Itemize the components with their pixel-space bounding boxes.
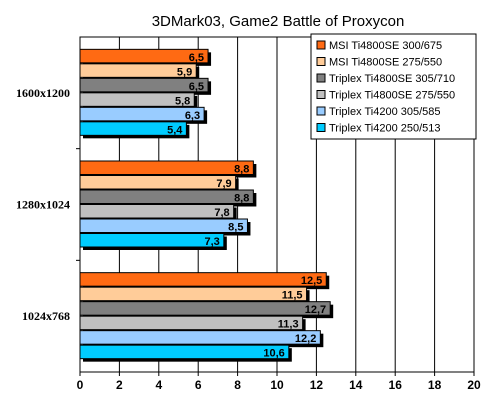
data-label: 5,4: [167, 124, 183, 136]
data-label: 11,5: [282, 290, 303, 302]
x-tick-label: 20: [467, 378, 481, 392]
x-tick-label: 16: [389, 378, 403, 392]
bar: [79, 175, 237, 190]
chart-title: 3DMark03, Game2 Battle of Proxycon: [152, 13, 405, 30]
x-tick-label: 12: [310, 378, 324, 392]
legend-label: Triplex Ti4800SE 275/550: [329, 90, 455, 102]
data-label: 7,8: [214, 207, 229, 219]
x-tick-label: 14: [349, 378, 363, 392]
category-label: 1024x768: [22, 309, 70, 323]
legend-swatch: [316, 57, 326, 66]
data-label: 8,8: [234, 164, 249, 176]
data-label: 12,2: [295, 333, 316, 345]
plot-border: [79, 36, 475, 373]
data-label: 6,5: [189, 81, 204, 93]
x-tick-label: 6: [195, 378, 202, 392]
bar: [79, 344, 290, 360]
bar: [79, 233, 225, 248]
legend-swatch: [316, 40, 326, 50]
legend-swatch: [316, 90, 326, 99]
data-label: 10,6: [263, 348, 284, 360]
legend: MSI Ti4800SE 300/675 MSI Ti4800SE 275/550…: [310, 33, 477, 140]
data-label: 11,3: [278, 319, 299, 331]
data-label: 6,5: [189, 52, 204, 64]
x-tick-label: 2: [116, 378, 123, 392]
data-label: 8,5: [228, 222, 243, 234]
data-label: 5,8: [175, 95, 190, 107]
legend-swatch: [316, 106, 326, 116]
legend-label: Triplex Ti4800SE 305/710: [329, 73, 455, 85]
bar: [79, 315, 304, 331]
legend-swatch: [316, 123, 326, 132]
bar: [79, 218, 248, 233]
data-label: 12,5: [301, 275, 322, 287]
bar: [79, 286, 308, 302]
x-tick-label: 0: [77, 378, 84, 392]
x-tick-label: 4: [155, 378, 162, 392]
bar: [79, 204, 235, 219]
data-label: 6,3: [185, 110, 200, 122]
legend-swatch: [316, 73, 326, 83]
data-label: 8,8: [234, 193, 249, 205]
legend-label: Triplex Ti4200 250/513: [329, 123, 441, 135]
category-label: 1600x1200: [16, 86, 70, 100]
legend-label: MSI Ti4800SE 275/550: [329, 57, 442, 69]
bar: [79, 272, 327, 287]
bar: [79, 160, 254, 175]
legend-label: Triplex Ti4200 305/585: [329, 106, 441, 118]
data-label: 7,9: [216, 178, 231, 190]
legend-label: MSI Ti4800SE 300/675: [329, 40, 442, 52]
x-tick-label: 10: [270, 378, 284, 392]
legend-box: [310, 33, 477, 140]
x-tick-label: 8: [234, 378, 241, 392]
x-tick-label: 18: [428, 378, 442, 392]
bar: [79, 330, 321, 345]
bar: [79, 301, 331, 316]
data-label: 12,7: [305, 304, 326, 316]
data-label: 7,3: [205, 236, 220, 248]
category-label: 1280x1024: [16, 198, 70, 212]
bar: [79, 189, 254, 204]
data-label: 5,9: [177, 66, 192, 78]
